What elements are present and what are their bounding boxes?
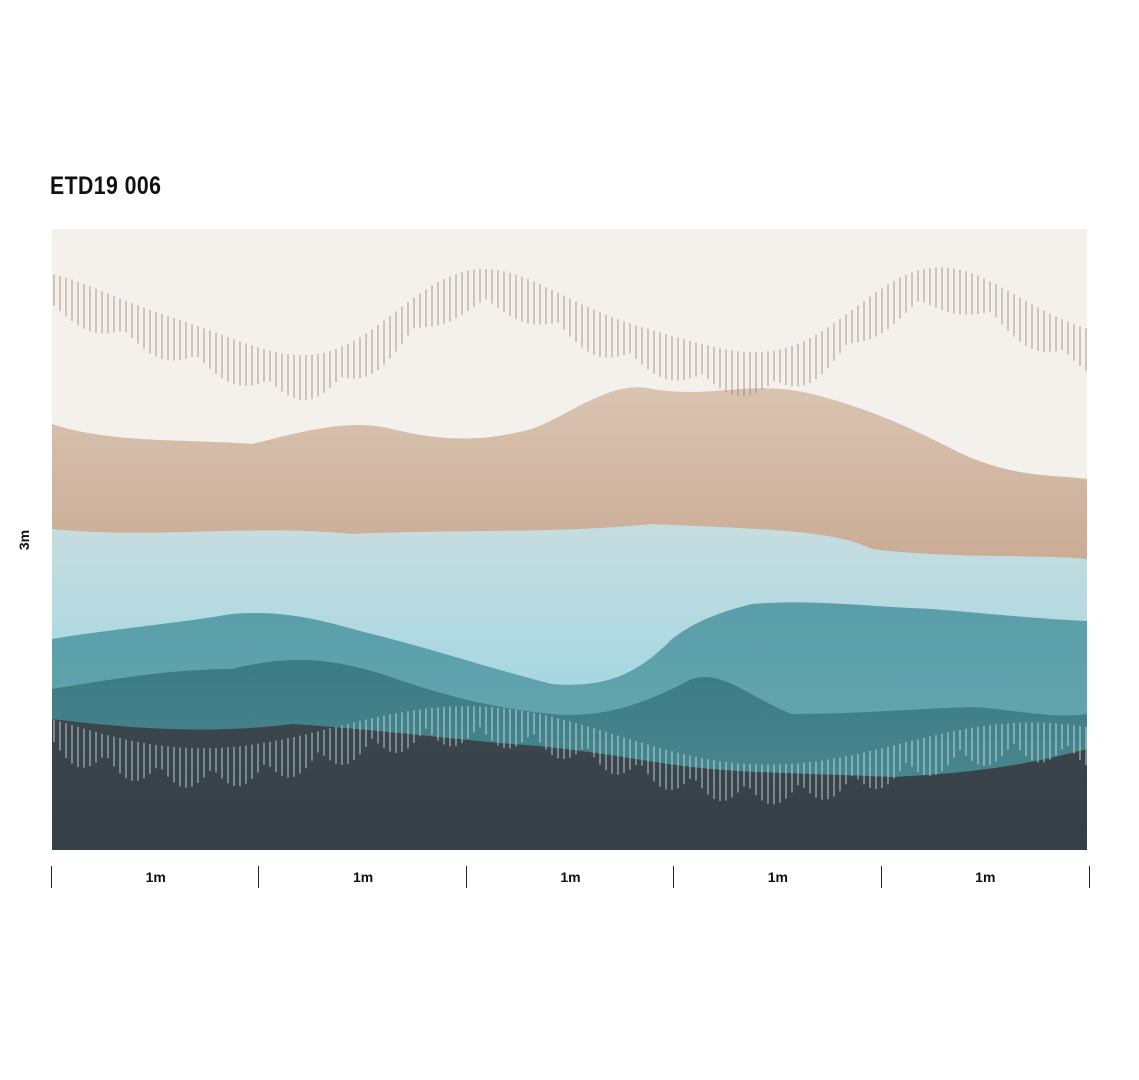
- width-segment-label: 1m: [352, 869, 374, 885]
- width-segment-label: 1m: [975, 869, 996, 885]
- stitch-lines-bottom: [53, 706, 1087, 805]
- width-segment: 1m: [465, 866, 674, 888]
- height-dimension-label: 3m: [16, 529, 32, 551]
- width-segment: 1m: [51, 866, 259, 888]
- width-segment-label: 1m: [767, 869, 788, 885]
- stitch-lines-top: [53, 267, 1087, 401]
- width-scale-bar: 1m 1m 1m 1m 1m: [51, 866, 1090, 888]
- product-code-title: ETD19 006: [50, 172, 162, 200]
- width-segment: 1m: [880, 866, 1090, 888]
- width-segment-label: 1m: [145, 869, 166, 885]
- width-segment-label: 1m: [560, 869, 581, 885]
- charcoal-layer: [52, 719, 1087, 850]
- mural-preview-image: [52, 229, 1087, 850]
- width-segment: 1m: [258, 866, 466, 888]
- width-segment: 1m: [673, 866, 881, 888]
